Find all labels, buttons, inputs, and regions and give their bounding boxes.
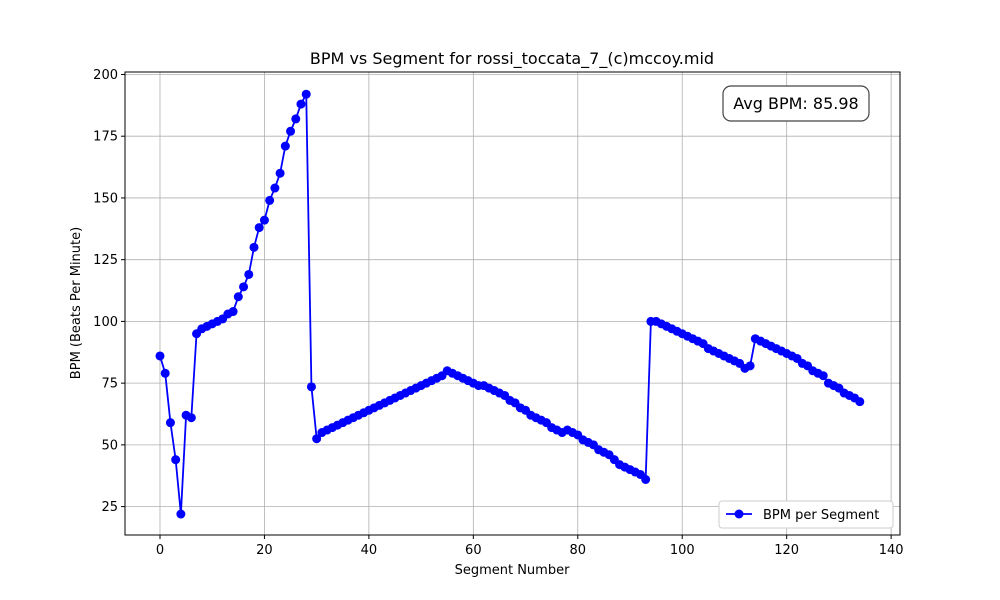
data-point	[818, 371, 828, 381]
legend-box	[718, 500, 894, 529]
data-point	[176, 509, 186, 519]
data-point	[228, 307, 238, 317]
data-point	[160, 368, 170, 378]
y-tick-label: 100	[93, 315, 118, 330]
legend: BPM per Segment	[718, 500, 894, 529]
legend-label: BPM per Segment	[763, 508, 879, 523]
data-point	[165, 418, 175, 428]
x-tick-label: 60	[465, 543, 482, 558]
x-tick-label: 20	[256, 543, 273, 558]
y-tick-label: 175	[93, 130, 118, 145]
data-point	[171, 455, 181, 465]
data-point	[286, 126, 296, 136]
x-tick-label: 120	[774, 543, 799, 558]
data-point	[233, 292, 243, 302]
y-axis-ticks: 25 50 75 100 125 150 175 200	[93, 68, 125, 515]
grid-lines	[125, 72, 900, 535]
x-tick-label: 100	[670, 543, 695, 558]
data-point	[855, 397, 865, 407]
chart-title: BPM vs Segment for rossi_toccata_7_(c)mc…	[310, 49, 714, 69]
y-tick-label: 150	[93, 191, 118, 206]
data-point	[312, 434, 322, 444]
data-point	[254, 223, 264, 233]
y-tick-label: 200	[93, 68, 118, 83]
series-layer	[155, 89, 865, 519]
avg-bpm-box	[722, 85, 870, 122]
x-tick-label: 40	[361, 543, 378, 558]
y-axis-label: BPM (Beats Per Minute)	[69, 227, 84, 379]
data-point	[239, 282, 249, 292]
x-tick-label: 0	[156, 543, 164, 558]
data-point	[296, 99, 306, 109]
data-point	[280, 141, 290, 151]
data-point	[259, 215, 269, 225]
y-tick-label: 125	[93, 253, 118, 268]
avg-bpm-annotation: Avg BPM: 85.98	[722, 85, 870, 122]
data-point	[291, 114, 301, 124]
data-point	[249, 242, 259, 252]
y-tick-label: 25	[101, 500, 118, 515]
data-point	[244, 269, 254, 279]
plot-frame	[124, 71, 901, 536]
data-point	[270, 183, 280, 193]
data-point	[306, 382, 316, 392]
x-axis-label: Segment Number	[455, 563, 571, 578]
data-point	[186, 413, 196, 423]
data-point	[745, 361, 755, 371]
data-point	[265, 195, 275, 205]
data-point	[155, 351, 165, 361]
legend-marker-swatch	[734, 509, 744, 519]
x-tick-label: 80	[570, 543, 587, 558]
data-point	[275, 168, 285, 178]
y-tick-label: 50	[101, 438, 118, 453]
x-tick-label: 140	[879, 543, 904, 558]
data-point	[641, 474, 651, 484]
avg-bpm-text: Avg BPM: 85.98	[733, 94, 858, 113]
x-axis-ticks: 0 20 40 60 80 100 120 140	[156, 535, 904, 558]
y-tick-label: 75	[101, 377, 118, 392]
data-point	[301, 89, 311, 99]
